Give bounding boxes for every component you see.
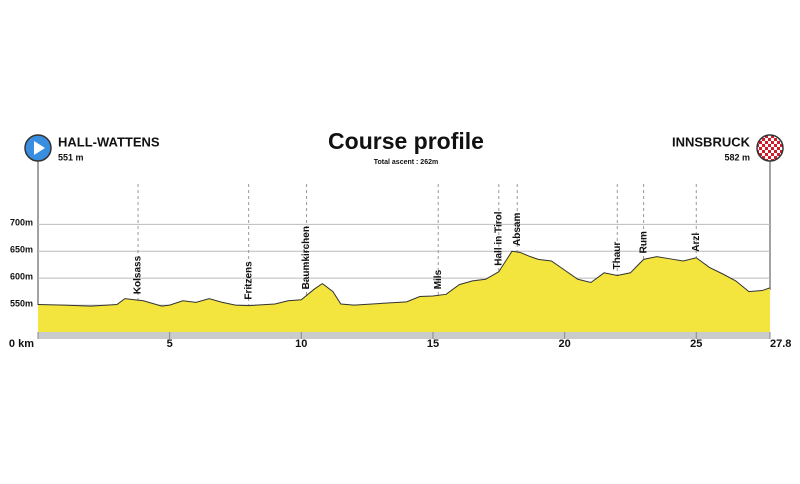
x-axis-band [38,332,770,339]
place-label: Arzl [691,233,702,252]
finish-name: INNSBRUCK [672,134,751,149]
x-tick-label: 5 [167,338,173,350]
elevation-line [37,250,771,307]
elevation-area [38,251,770,332]
chart-title: Course profile [328,128,484,154]
y-tick-label: 700m [10,218,33,228]
chart-subtitle: Total ascent : 262m [374,159,438,166]
y-tick-label: 650m [10,245,33,255]
place-label: Fritzens [243,261,254,300]
start-name: HALL-WATTENS [58,134,160,149]
start-elevation: 551 m [58,152,84,162]
x-tick-label: 15 [427,338,439,350]
place-label: Mils [433,269,444,289]
start-marker: HALL-WATTENS 551 m [24,134,160,305]
x-tick-label: 10 [295,338,307,350]
play-icon [34,141,45,155]
y-tick-label: 550m [10,298,33,308]
y-tick-label: 600m [10,272,33,282]
place-label: Hall in Tirol [493,211,504,265]
x-tick-label: 25 [690,338,702,350]
place-label: Baumkirchen [301,226,312,289]
finish-icon [756,134,784,162]
x-tick-label: 0 km [9,338,34,350]
place-label: Kolsass [133,255,144,294]
finish-elevation: 582 m [724,152,750,162]
x-tick-label: 20 [558,338,570,350]
x-tick-label: 27.8 [770,338,791,350]
place-label: Thaur [612,242,623,270]
finish-marker: INNSBRUCK 582 m [672,134,784,290]
place-label: Rum [638,231,649,253]
place-label: Absam [512,213,523,246]
